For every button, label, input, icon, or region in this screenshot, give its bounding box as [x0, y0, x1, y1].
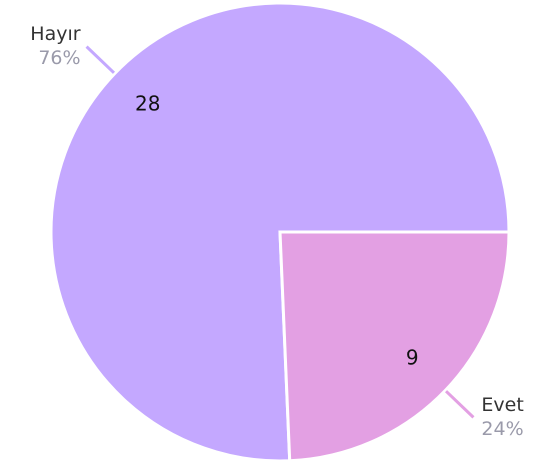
value-label: 28	[135, 92, 160, 116]
pie-slice	[278, 230, 511, 463]
pie-slice	[49, 1, 511, 463]
percent-label: 24%	[481, 418, 523, 440]
category-label: Hayır	[30, 23, 80, 45]
category-label: Evet	[481, 394, 523, 416]
percent-label: 76%	[38, 47, 80, 69]
leader-line	[85, 45, 115, 74]
value-label: 9	[406, 345, 419, 369]
leader-line	[445, 390, 475, 419]
